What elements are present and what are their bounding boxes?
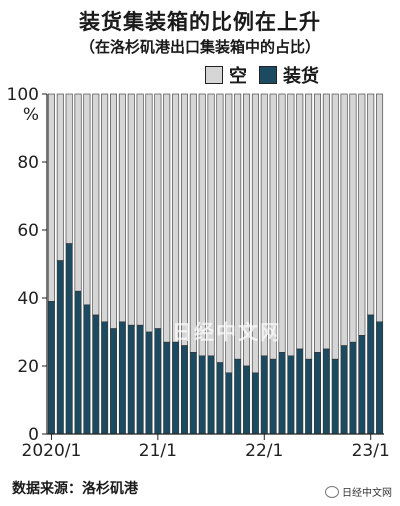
bar-loaded: [74, 290, 82, 435]
bar-loaded: [189, 352, 197, 435]
bar-loaded: [340, 345, 348, 435]
bar-loaded: [376, 321, 384, 435]
chart-subtitle: （在洛杉矶港出口集装箱中的占比）: [79, 38, 320, 56]
bar-loaded: [349, 341, 357, 435]
legend: 空 装货: [205, 62, 331, 88]
bar-loaded: [127, 324, 135, 435]
bar-empty: [180, 93, 188, 346]
bar-empty: [322, 93, 330, 350]
legend-swatch-empty: [205, 66, 223, 84]
x-tick-label: 21/1: [139, 441, 177, 461]
bar-loaded: [322, 348, 330, 435]
bar-empty: [313, 93, 321, 353]
bar-loaded: [47, 301, 55, 435]
bar-loaded: [367, 314, 375, 435]
bar-empty: [92, 93, 100, 316]
legend-item-loaded: 装货: [259, 62, 319, 88]
legend-label-empty: 空: [229, 66, 247, 87]
bar-empty: [110, 93, 118, 329]
x-tick-label: 2020/1: [22, 441, 82, 461]
bar-empty: [287, 93, 295, 357]
bar-empty: [296, 93, 304, 350]
bar-loaded: [331, 358, 339, 435]
bar-empty: [331, 93, 339, 360]
x-tick-label: 23/1: [352, 441, 390, 461]
bar-loaded: [101, 321, 109, 435]
legend-item-empty: 空: [205, 62, 247, 88]
bar-empty: [358, 93, 366, 336]
stacked-bar-chart: 0 20 40 60 80 100% 2020/1 21/1 22/1 23/1: [7, 85, 390, 461]
data-source: 数据来源：洛杉矶港: [12, 481, 138, 497]
bar-loaded: [251, 372, 259, 435]
bar-loaded: [358, 335, 366, 435]
bar-empty: [65, 93, 73, 244]
wechat-icon: [325, 485, 339, 498]
bar-empty: [376, 93, 384, 323]
y-tick-label: 20: [17, 357, 39, 377]
bar-empty: [349, 93, 357, 343]
bar-loaded: [56, 260, 64, 435]
bar-loaded: [305, 358, 313, 435]
bar-empty: [145, 93, 153, 333]
bar-loaded: [278, 352, 286, 435]
bar-empty: [278, 93, 286, 353]
y-tick-label: 100: [7, 85, 39, 105]
bar-loaded: [180, 345, 188, 435]
x-tick-label: 22/1: [245, 441, 283, 461]
bar-loaded: [110, 328, 118, 435]
bar-loaded: [207, 355, 215, 435]
bar-empty: [189, 93, 197, 353]
legend-label-loaded: 装货: [283, 66, 319, 87]
bar-loaded: [234, 358, 242, 435]
bar-empty: [136, 93, 144, 326]
bar-empty: [56, 93, 64, 261]
legend-swatch-loaded: [259, 66, 277, 84]
bar-loaded: [65, 243, 73, 435]
bar-empty: [163, 93, 171, 343]
bar-loaded: [83, 304, 91, 435]
bar-loaded: [92, 314, 100, 435]
watermark: 日经中文网: [172, 320, 282, 344]
bar-loaded: [198, 355, 206, 435]
bar-loaded: [154, 328, 162, 435]
bar-loaded: [313, 352, 321, 435]
footer-brand: 日经中文网: [325, 484, 392, 499]
bar-loaded: [163, 341, 171, 435]
bar-empty: [47, 93, 55, 302]
bar-loaded: [145, 331, 153, 435]
bar-empty: [74, 93, 82, 292]
bar-loaded: [287, 355, 295, 435]
bar-empty: [127, 93, 135, 326]
bar-empty: [367, 93, 375, 316]
footer-brand-label: 日经中文网: [342, 488, 392, 499]
bar-loaded: [296, 348, 304, 435]
bar-empty: [305, 93, 313, 360]
y-tick-label: 40: [17, 289, 39, 309]
bar-loaded: [216, 362, 224, 435]
y-tick-label: 0: [28, 425, 39, 445]
bar-empty: [340, 93, 348, 346]
chart-title: 装货集装箱的比例在上升: [79, 10, 321, 34]
bar-loaded: [243, 365, 251, 435]
bar-loaded: [118, 321, 126, 435]
bar-empty: [118, 93, 126, 323]
y-tick-label: 60: [17, 221, 39, 241]
bar-empty: [101, 93, 109, 323]
bar-loaded: [269, 358, 277, 435]
bar-empty: [172, 93, 180, 343]
y-tick-label: 80: [17, 153, 39, 173]
y-axis-unit: %: [23, 105, 39, 125]
bar-empty: [154, 93, 162, 329]
bar-loaded: [172, 341, 180, 435]
bar-empty: [83, 93, 91, 306]
bar-loaded: [136, 324, 144, 435]
bar-loaded: [260, 355, 268, 435]
bar-loaded: [225, 372, 233, 435]
